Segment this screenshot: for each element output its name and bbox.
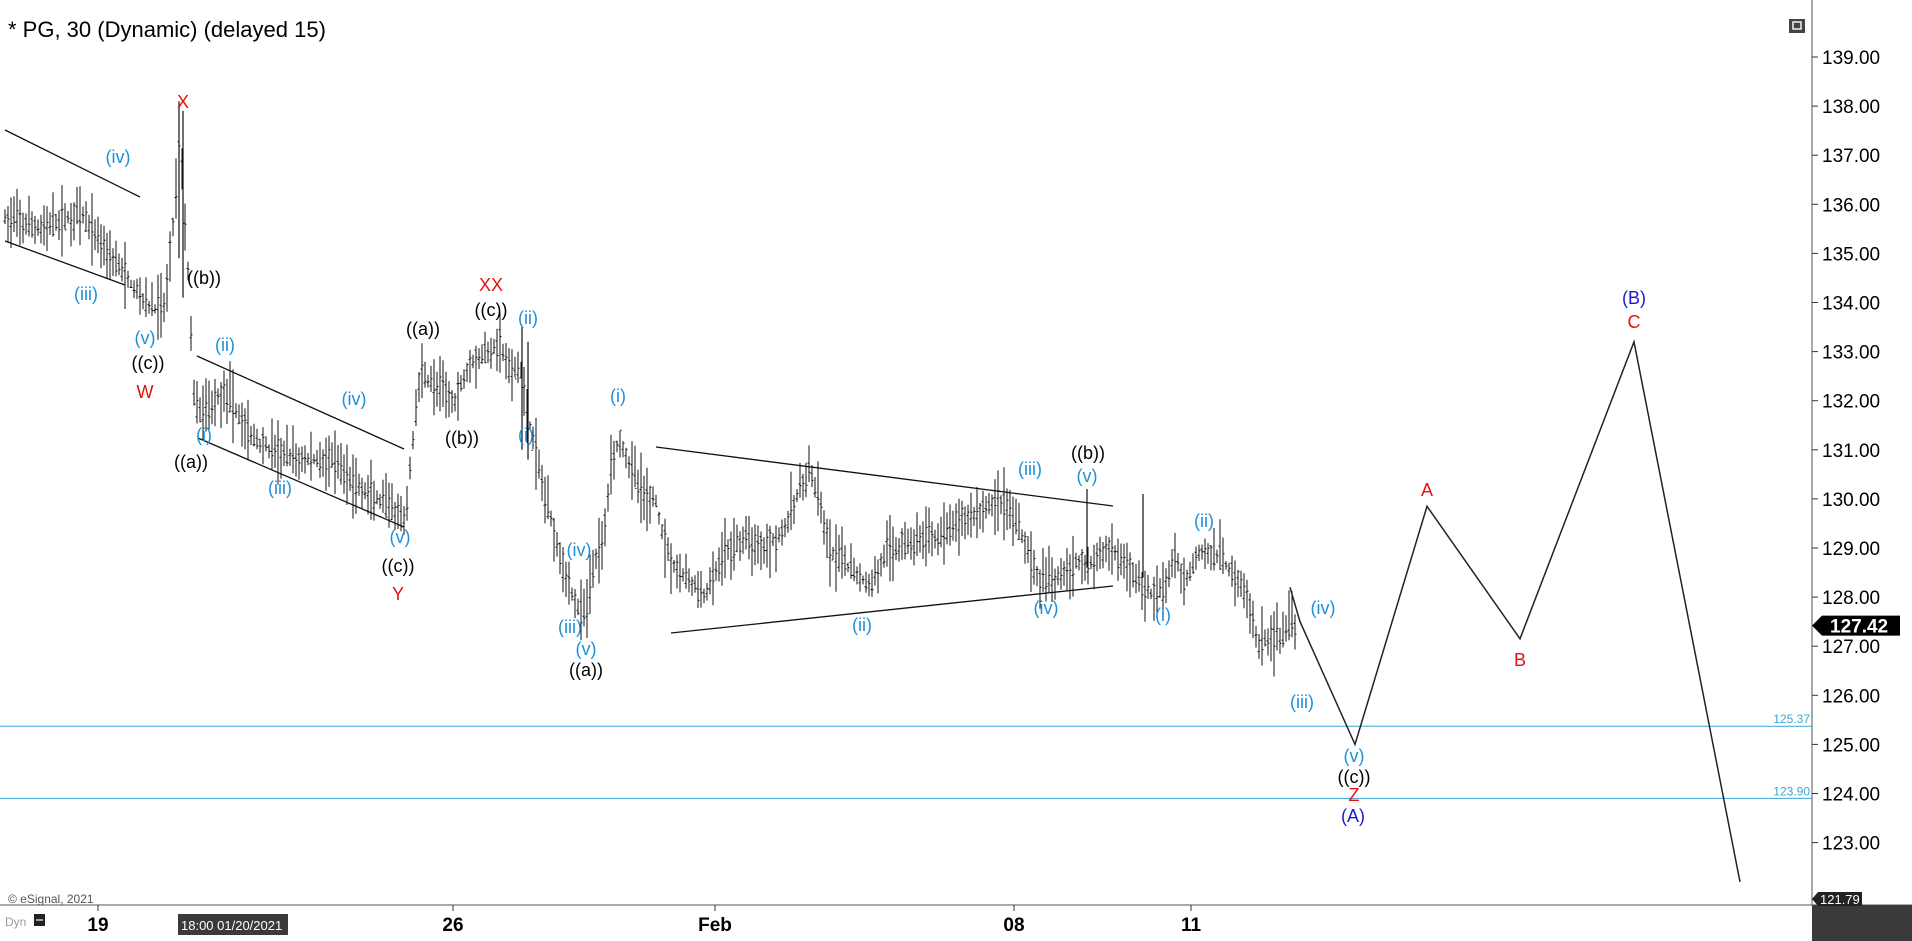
x-tick-label: 08 — [1003, 915, 1024, 936]
wave-label: (i) — [518, 425, 534, 445]
horizontal-levels: 125.37 123.90 — [0, 712, 1812, 799]
wave-label: ((b)) — [187, 268, 221, 288]
trend-line — [197, 437, 405, 528]
bottom-left-label: Dyn — [5, 915, 26, 929]
trend-line — [4, 129, 141, 198]
last-price-box — [1812, 615, 1900, 636]
bottom-price-label: 121.79 — [1820, 892, 1860, 907]
wave-label: (iii) — [74, 284, 98, 304]
y-tick-label: 135.00 — [1822, 244, 1880, 265]
wave-label: (v) — [1344, 746, 1365, 766]
wave-label: ((b)) — [1071, 443, 1105, 463]
bottom-price-box — [1812, 892, 1862, 906]
copyright-text: © eSignal, 2021 — [8, 892, 94, 906]
y-tick-label: 126.00 — [1822, 686, 1880, 707]
wave-label: (iv) — [567, 540, 592, 560]
restore-window-icon[interactable] — [1789, 19, 1805, 33]
trend-line — [655, 446, 1114, 507]
wave-label: (i) — [610, 386, 626, 406]
wave-label: (iii) — [558, 617, 582, 637]
axis-corner — [1812, 905, 1912, 941]
wave-label: (i) — [196, 425, 212, 445]
wave-label: W — [137, 382, 154, 402]
wave-label: (iv) — [1311, 598, 1336, 618]
wave-label: A — [1421, 480, 1433, 500]
wave-label: (ii) — [215, 335, 235, 355]
wave-label: X — [177, 92, 189, 112]
y-tick-label: 139.00 — [1822, 48, 1880, 69]
svg-text:18:00 01/20/2021: 18:00 01/20/2021 — [181, 918, 282, 933]
x-axis-ticks: 19 26 Feb 08 11 — [87, 905, 1201, 936]
wave-label: (v) — [1077, 466, 1098, 486]
trend-channels — [4, 129, 1114, 634]
wave-label: (iii) — [1018, 459, 1042, 479]
chart-title: * PG, 30 (Dynamic) (delayed 15) — [8, 17, 326, 42]
wave-label: (iii) — [268, 478, 292, 498]
price-boxes: 127.42 121.79 — [1812, 615, 1900, 907]
ohlc-bars — [3, 136, 1297, 677]
wave-label: B — [1514, 650, 1526, 670]
wave-label: C — [1628, 312, 1641, 332]
trend-line — [196, 355, 405, 450]
y-tick-label: 131.00 — [1822, 441, 1880, 462]
wave-label: (A) — [1341, 806, 1365, 826]
x-tick-label: Feb — [698, 915, 732, 936]
x-tick-label: 19 — [87, 915, 108, 936]
y-tick-label: 130.00 — [1822, 490, 1880, 511]
y-tick-label: 138.00 — [1822, 97, 1880, 118]
wave-labels: X(iv)(iii)(v)((c))W((b))(ii)(i)((a))(iii… — [74, 92, 1646, 826]
time-axis-area[interactable] — [0, 905, 1912, 941]
y-tick-label: 134.00 — [1822, 294, 1880, 315]
wave-label: ((a)) — [406, 319, 440, 339]
y-tick-label: 125.00 — [1822, 735, 1880, 756]
x-tick-label: 11 — [1181, 915, 1202, 936]
wave-label: Y — [392, 584, 404, 604]
y-axis-ticks: 139.00 138.00 137.00 136.00 135.00 134.00 133.… — [1812, 48, 1880, 855]
y-tick-label: 127.00 — [1822, 637, 1880, 658]
projection-line — [1289, 339, 1741, 883]
wave-label: (B) — [1622, 288, 1646, 308]
y-tick-label: 124.00 — [1822, 785, 1880, 806]
wave-label: ((b)) — [445, 428, 479, 448]
y-tick-label: 132.00 — [1822, 392, 1880, 413]
wave-label: (v) — [576, 639, 597, 659]
x-tick-label: 26 — [442, 915, 463, 936]
y-tick-label: 129.00 — [1822, 539, 1880, 560]
wave-label: (v) — [135, 328, 156, 348]
wave-label: (iv) — [1034, 598, 1059, 618]
wave-label: XX — [479, 275, 503, 295]
wave-label: (iv) — [342, 389, 367, 409]
crosshair-time-box: 18:00 01/20/2021 — [178, 914, 288, 935]
wave-label: (i) — [1155, 605, 1171, 625]
trend-line — [670, 585, 1114, 634]
wave-label: ((a)) — [569, 660, 603, 680]
y-tick-label: 123.00 — [1822, 834, 1880, 855]
price-bars — [3, 101, 1297, 677]
wave-label: (v) — [390, 527, 411, 547]
dyn-toggle-icon[interactable] — [34, 914, 45, 926]
wave-label: (ii) — [1194, 511, 1214, 531]
wave-label: ((c)) — [132, 353, 165, 373]
wave-label: (iii) — [1290, 692, 1314, 712]
wave-label: ((a)) — [174, 452, 208, 472]
wave-label: (iv) — [106, 147, 131, 167]
wave-label: (ii) — [518, 308, 538, 328]
wave-label: ((c)) — [475, 300, 508, 320]
wave-label: Z — [1349, 785, 1360, 805]
y-tick-label: 133.00 — [1822, 343, 1880, 364]
y-tick-label: 137.00 — [1822, 146, 1880, 167]
wave-label: (ii) — [852, 615, 872, 635]
projection-path — [1289, 339, 1741, 883]
level-label: 123.90 — [1773, 784, 1810, 798]
level-label: 125.37 — [1773, 712, 1810, 726]
price-axis-area[interactable] — [1812, 0, 1912, 905]
trend-line — [4, 240, 126, 286]
y-tick-label: 136.00 — [1822, 195, 1880, 216]
wave-label: ((c)) — [1338, 767, 1371, 787]
y-tick-label: 128.00 — [1822, 588, 1880, 609]
wave-label: ((c)) — [382, 556, 415, 576]
last-price-label: 127.42 — [1830, 617, 1888, 638]
